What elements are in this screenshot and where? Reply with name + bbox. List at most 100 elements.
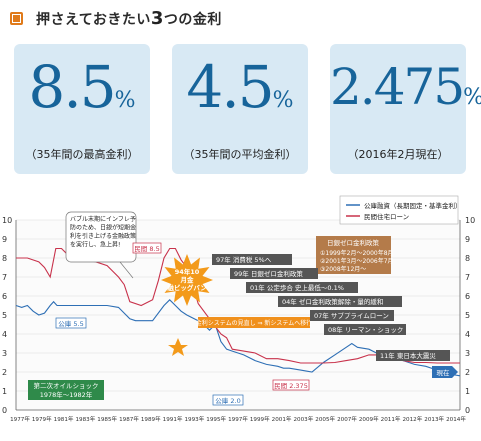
x-tick-label: 1987年 bbox=[119, 415, 139, 423]
y-tick-label-left: 10 bbox=[2, 216, 12, 225]
x-tick-label: 2003年 bbox=[293, 415, 313, 423]
y-tick-label-right: 3 bbox=[465, 349, 470, 358]
y-tick-label-left: 8 bbox=[2, 254, 7, 263]
y-tick-label-left: 5 bbox=[2, 311, 7, 320]
y-tick-label-left: 4 bbox=[2, 330, 7, 339]
y-tick-label-left: 0 bbox=[2, 406, 7, 415]
bubble-callout-text: 防のため、日銀が短期金 bbox=[70, 224, 136, 232]
event-label-text: 04年 ゼロ金利政策解除・量的緩和 bbox=[282, 297, 383, 306]
y-tick-label-left: 9 bbox=[2, 235, 7, 244]
x-tick-label: 1979年 bbox=[32, 415, 52, 423]
zero-rate-period: ③2008年12月～ bbox=[320, 265, 366, 273]
x-tick-label: 1999年 bbox=[250, 415, 270, 423]
title-prefix: 押さえておきたい bbox=[36, 12, 151, 28]
zero-rate-period: ②2001年3月～2006年7月 bbox=[320, 257, 394, 265]
y-tick-label-right: 2 bbox=[465, 368, 470, 377]
burst-text: 94年10 bbox=[175, 267, 200, 276]
event-label-box bbox=[230, 268, 318, 279]
private-peak-badge bbox=[132, 242, 162, 254]
y-tick-label-left: 1 bbox=[2, 387, 7, 396]
stat-unit: % bbox=[463, 85, 481, 110]
event-label-box bbox=[376, 350, 450, 361]
title-number: 3 bbox=[150, 8, 164, 29]
x-tick-label: 1985年 bbox=[97, 415, 117, 423]
y-tick-label-right: 10 bbox=[465, 216, 475, 225]
stat-value: 8.5% bbox=[28, 53, 136, 121]
heading-marker-icon bbox=[10, 12, 23, 25]
y-tick-label-right: 1 bbox=[465, 387, 470, 396]
y-tick-label-left: 7 bbox=[2, 273, 7, 282]
x-tick-label: 2012年 bbox=[402, 415, 422, 423]
event-label-box bbox=[324, 324, 406, 335]
zero-rate-box bbox=[316, 236, 391, 274]
private-low-label: 民間 2.375 bbox=[274, 382, 308, 390]
event-label-text: 11年 東日本大震災 bbox=[380, 351, 436, 360]
legend-label: 民間住宅ローン bbox=[364, 212, 409, 221]
x-tick-label: 1977年 bbox=[10, 415, 30, 423]
x-tick-label: 1983年 bbox=[75, 415, 95, 423]
stat-caption: （35年間の平均金利） bbox=[183, 148, 297, 161]
y-tick-label-right: 7 bbox=[465, 273, 470, 282]
public-low-label: 公庫 2.0 bbox=[215, 396, 240, 405]
now-tag bbox=[432, 366, 458, 378]
stat-value: 2.475% bbox=[330, 62, 481, 112]
x-tick-label: 1991年 bbox=[163, 415, 183, 423]
stat-card-highest: 8.5% （35年間の最高金利） bbox=[14, 44, 150, 174]
bubble-callout-text: 利を引き上げる金融政策 bbox=[70, 232, 136, 240]
interest-rate-chart: 0 0 1 1 2 2 3 3 4 4 5 5 6 6 7 7 8 8 9 9 10 10 1977年 1979年 1981年 1… bbox=[0, 190, 481, 437]
big-bang-burst-icon bbox=[161, 254, 213, 306]
now-label: 現在 bbox=[437, 368, 451, 377]
oil-shock-period: 1978年～1982年 bbox=[40, 390, 93, 399]
public-label-badge bbox=[55, 317, 87, 329]
burst-text: 月金 bbox=[180, 275, 195, 284]
title-suffix: つの金利 bbox=[163, 12, 222, 28]
stat-value: 4.5% bbox=[186, 53, 294, 121]
bubble-callout-text: バブル末期にインフレ予 bbox=[70, 215, 136, 223]
event-label-box bbox=[212, 254, 292, 265]
event-label-text: 08年 リーマン・ショック bbox=[328, 325, 403, 334]
deregulation-banner bbox=[198, 317, 310, 328]
stat-unit: % bbox=[272, 88, 294, 113]
event-label-box bbox=[246, 282, 358, 293]
zero-rate-title: 日銀ゼロ金利政策 bbox=[327, 238, 380, 247]
x-tick-label: 2013年 bbox=[424, 415, 444, 423]
event-label-text: 07年 サブプライムローン bbox=[314, 311, 389, 320]
event-label-text: 97年 消費税 5%へ bbox=[216, 255, 272, 264]
y-tick-label-right: 4 bbox=[465, 330, 470, 339]
y-tick-label-right: 9 bbox=[465, 235, 470, 244]
stat-card-current: 2.475% （2016年2月現在） bbox=[330, 44, 481, 174]
y-tick-label-right: 0 bbox=[465, 406, 470, 415]
public-start-label: 公庫 5.5 bbox=[58, 319, 83, 328]
x-tick-label: 2009年 bbox=[359, 415, 379, 423]
bubble-callout-text: を実行し、急上昇! bbox=[70, 241, 120, 249]
y-tick-label-left: 3 bbox=[2, 349, 7, 358]
spark-icon bbox=[168, 338, 188, 356]
x-tick-label: 1989年 bbox=[141, 415, 161, 423]
x-tick-label: 1997年 bbox=[228, 415, 248, 423]
event-label-text: 99年 日銀ゼロ金利政策 bbox=[234, 269, 303, 278]
x-tick-label: 1995年 bbox=[206, 415, 226, 423]
event-label-text: 01年 公定歩合 史上最低～0.1% bbox=[250, 283, 344, 292]
burst-text: 融ビッグバン bbox=[167, 283, 207, 292]
event-label-box bbox=[278, 296, 402, 307]
legend-box bbox=[339, 195, 459, 225]
deregulation-text: 金利システムの見直し ⇒ 新システムへ移行 bbox=[196, 319, 312, 327]
oil-shock-box bbox=[28, 380, 104, 400]
y-tick-label-right: 6 bbox=[465, 292, 470, 301]
x-tick-label: 2014年 bbox=[446, 415, 466, 423]
stat-unit: % bbox=[114, 88, 136, 113]
private-peak-label: 民間 8.5 bbox=[134, 245, 159, 253]
legend-label: 公庫融資（長期固定・基準金利） bbox=[364, 201, 462, 210]
event-label-box bbox=[310, 310, 394, 321]
x-tick-label: 1981年 bbox=[54, 415, 74, 423]
x-tick-label: 2005年 bbox=[315, 415, 335, 423]
x-tick-label: 2001年 bbox=[272, 415, 292, 423]
y-tick-label-left: 6 bbox=[2, 292, 7, 301]
public-low-badge bbox=[212, 394, 244, 406]
bubble-callout bbox=[65, 211, 137, 263]
stat-card-average: 4.5% （35年間の平均金利） bbox=[172, 44, 308, 174]
oil-shock-title: 第二次オイルショック bbox=[34, 381, 99, 390]
x-tick-label: 2007年 bbox=[337, 415, 357, 423]
page-title: 押さえておきたい3つの金利 bbox=[36, 8, 222, 29]
bubble-pointer bbox=[119, 261, 134, 279]
